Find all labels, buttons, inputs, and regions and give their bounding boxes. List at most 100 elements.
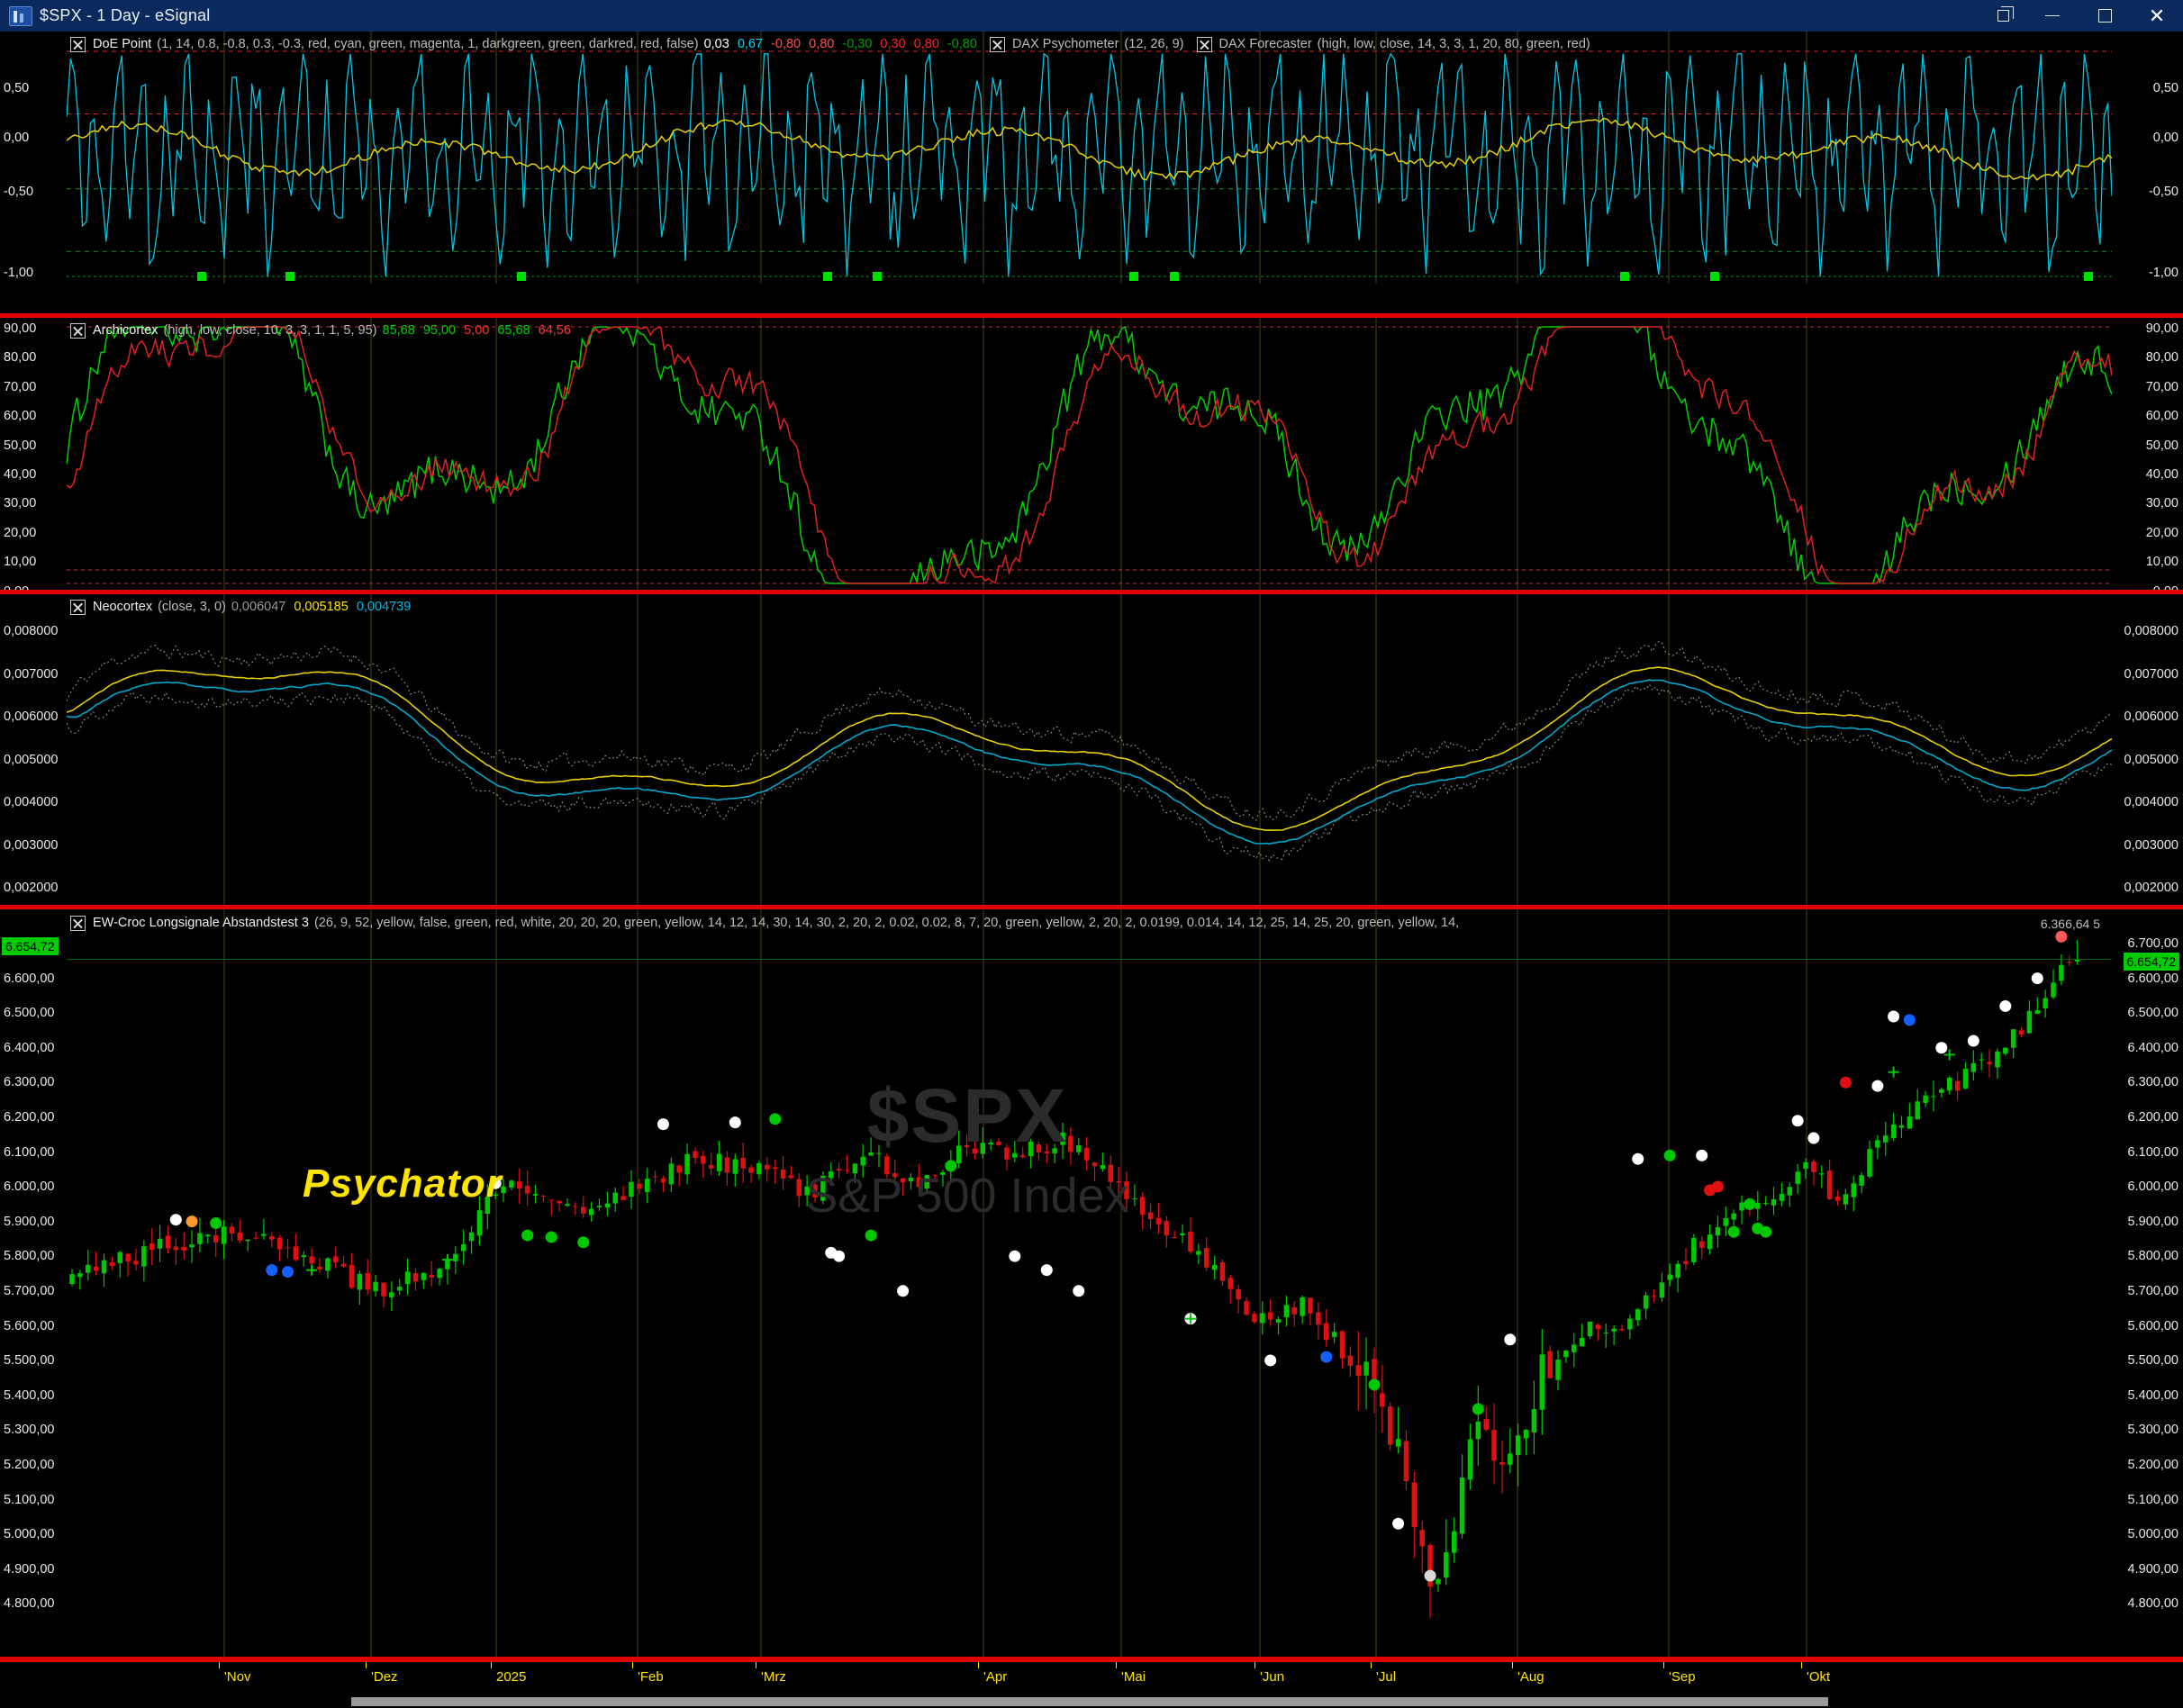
last-price-tag-right: 6.654,72 bbox=[2123, 953, 2179, 971]
ytick-left-0: 90,00 bbox=[4, 321, 37, 336]
ytick-left-4: 6.300,00 bbox=[4, 1075, 55, 1090]
x-tick-mark bbox=[1116, 1662, 1117, 1668]
x-tick-label-okt: 'Okt bbox=[1807, 1669, 1831, 1685]
ytick-right-0: 90,00 bbox=[2145, 321, 2178, 336]
x-tick-mark bbox=[366, 1662, 367, 1668]
ytick-left-5: 40,00 bbox=[4, 467, 37, 482]
ytick-left-7: 20,00 bbox=[4, 525, 37, 540]
minimize-icon bbox=[2045, 15, 2060, 16]
x-tick-label-mai: 'Mai bbox=[1121, 1669, 1146, 1685]
x-tick-mark bbox=[978, 1662, 979, 1668]
x-tick-label-nov: 'Nov bbox=[224, 1669, 251, 1685]
ytick-right-0: 6.700,00 bbox=[2127, 936, 2178, 951]
x-tick-label-apr: 'Apr bbox=[983, 1669, 1008, 1685]
x-tick-label-aug: 'Aug bbox=[1517, 1669, 1544, 1685]
x-tick-label-jun: 'Jun bbox=[1260, 1669, 1285, 1685]
esignal-chart-icon bbox=[9, 5, 32, 26]
ytick-left-6: 30,00 bbox=[4, 496, 37, 511]
pane-separator-1[interactable] bbox=[0, 313, 2183, 318]
ytick-right-9: 0,00 bbox=[2153, 584, 2178, 590]
ytick-right-0: 0,008000 bbox=[2124, 624, 2178, 638]
doe-ytick-left-2: -0,50 bbox=[4, 185, 34, 199]
ytick-right-6: 30,00 bbox=[2145, 496, 2178, 511]
x-tick-label-mrz: 'Mrz bbox=[761, 1669, 786, 1685]
ytick-right-8: 10,00 bbox=[2145, 555, 2178, 570]
doe-ytick-right-3: -1,00 bbox=[2148, 266, 2178, 280]
ytick-left-17: 5.000,00 bbox=[4, 1527, 55, 1542]
ytick-right-18: 4.900,00 bbox=[2127, 1561, 2178, 1577]
neocortex-plot-area[interactable] bbox=[67, 594, 2112, 905]
ytick-left-3: 6.400,00 bbox=[4, 1040, 55, 1055]
x-tick-mark bbox=[1801, 1662, 1802, 1668]
pane-price-chart[interactable]: EW-Croc Longsignale Abstandstest 3 (26, … bbox=[0, 909, 2183, 1657]
x-tick-label-feb: 'Feb bbox=[638, 1669, 664, 1685]
ytick-left-3: 0,005000 bbox=[4, 752, 59, 767]
ytick-left-2: 0,006000 bbox=[4, 709, 59, 724]
ytick-left-15: 5.200,00 bbox=[4, 1458, 55, 1472]
ytick-left-5: 0,003000 bbox=[4, 837, 59, 853]
doe-point-plot-area[interactable] bbox=[67, 32, 2112, 284]
pane-neocortex[interactable]: Neocortex (close, 3, 0) 0,006047 0,00518… bbox=[0, 594, 2183, 905]
ytick-left-9: 0,00 bbox=[4, 584, 29, 590]
ytick-right-4: 6.300,00 bbox=[2127, 1075, 2178, 1090]
maximize-icon bbox=[2097, 9, 2112, 23]
pane-archicortex[interactable]: Archicortex (high, low, close, 10, 3, 3,… bbox=[0, 318, 2183, 590]
ytick-left-6: 0,002000 bbox=[4, 881, 59, 895]
ytick-left-12: 5.500,00 bbox=[4, 1353, 55, 1369]
horizontal-scrollbar[interactable] bbox=[0, 1695, 2183, 1708]
ytick-left-14: 5.300,00 bbox=[4, 1423, 55, 1438]
price-plot-area[interactable]: $SPX S&P 500 Index Psychator bbox=[67, 909, 2112, 1657]
x-tick-label-2025: 2025 bbox=[496, 1669, 527, 1685]
close-button[interactable]: ✕ bbox=[2131, 0, 2183, 32]
ytick-right-7: 6.000,00 bbox=[2127, 1179, 2178, 1195]
chart-workspace[interactable]: DoE Point (1, 14, 0.8, -0.8, 0.3, -0.3, … bbox=[0, 32, 2183, 1708]
ytick-left-0: 0,008000 bbox=[4, 624, 59, 638]
psychator-overlay-text: Psychator bbox=[303, 1161, 503, 1206]
ytick-right-6: 6.100,00 bbox=[2127, 1144, 2178, 1160]
x-tick-mark bbox=[1371, 1662, 1372, 1668]
crosshair-price-label: 6.366,64 5 bbox=[2040, 917, 2100, 931]
ytick-right-19: 4.800,00 bbox=[2127, 1596, 2178, 1612]
x-axis[interactable]: 'Nov 'Dez 2025 'Feb 'Mrz 'Apr 'Mai 'Jun 'Jul 'Aug… bbox=[0, 1662, 2183, 1698]
ytick-left-11: 5.600,00 bbox=[4, 1318, 55, 1333]
doe-point-series-canvas bbox=[67, 32, 2112, 284]
ytick-left-5: 6.200,00 bbox=[4, 1110, 55, 1125]
restore-down-icon bbox=[1997, 6, 2014, 22]
ytick-left-19: 4.800,00 bbox=[4, 1596, 55, 1612]
restore-down-outer-button[interactable] bbox=[1979, 0, 2026, 32]
ytick-right-8: 5.900,00 bbox=[2127, 1214, 2178, 1229]
ytick-right-3: 60,00 bbox=[2145, 409, 2178, 424]
ytick-right-1: 0,007000 bbox=[2124, 666, 2178, 682]
ytick-right-6: 0,002000 bbox=[2124, 881, 2178, 895]
ytick-left-1: 80,00 bbox=[4, 350, 37, 366]
minimize-button[interactable] bbox=[2026, 0, 2079, 32]
ytick-right-3: 0,005000 bbox=[2124, 752, 2178, 767]
ytick-left-1: 0,007000 bbox=[4, 666, 59, 682]
ytick-left-13: 5.400,00 bbox=[4, 1387, 55, 1403]
archicortex-series-canvas bbox=[67, 318, 2112, 590]
pane-doe-point[interactable]: DoE Point (1, 14, 0.8, -0.8, 0.3, -0.3, … bbox=[0, 32, 2183, 284]
pane-separator-2[interactable] bbox=[0, 590, 2183, 594]
ytick-left-1: 6.600,00 bbox=[4, 971, 55, 986]
scrollbar-thumb[interactable] bbox=[351, 1697, 1828, 1706]
ytick-right-2: 6.500,00 bbox=[2127, 1006, 2178, 1021]
ytick-right-17: 5.000,00 bbox=[2127, 1527, 2178, 1542]
doe-ytick-right-0: 0,50 bbox=[2152, 81, 2178, 95]
ytick-left-8: 10,00 bbox=[4, 555, 37, 570]
ytick-right-14: 5.300,00 bbox=[2127, 1423, 2178, 1438]
ytick-right-10: 5.700,00 bbox=[2127, 1284, 2178, 1298]
archicortex-plot-area[interactable] bbox=[67, 318, 2112, 590]
doe-ytick-left-3: -1,00 bbox=[4, 266, 34, 280]
ytick-right-9: 5.800,00 bbox=[2127, 1249, 2178, 1264]
ytick-right-5: 40,00 bbox=[2145, 467, 2178, 482]
pane-separator-3[interactable] bbox=[0, 905, 2183, 909]
x-tick-mark bbox=[491, 1662, 492, 1668]
ytick-left-10: 5.700,00 bbox=[4, 1284, 55, 1298]
ytick-right-7: 20,00 bbox=[2145, 525, 2178, 540]
ytick-right-4: 50,00 bbox=[2145, 438, 2178, 453]
ytick-left-18: 4.900,00 bbox=[4, 1561, 55, 1577]
ytick-right-1: 80,00 bbox=[2145, 350, 2178, 366]
ytick-right-2: 0,006000 bbox=[2124, 709, 2178, 724]
maximize-button[interactable] bbox=[2079, 0, 2131, 32]
ytick-left-7: 6.000,00 bbox=[4, 1179, 55, 1195]
